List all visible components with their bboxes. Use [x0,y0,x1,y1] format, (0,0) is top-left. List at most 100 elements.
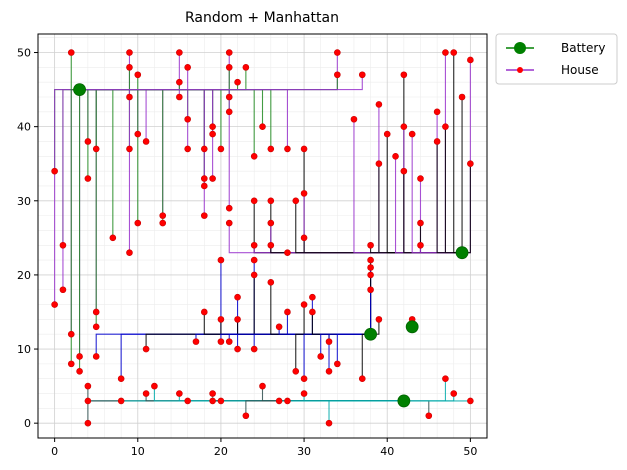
house-point [467,160,474,168]
house-point [176,390,183,397]
house-point [117,397,125,405]
y-tick-label: 0 [24,417,31,430]
house-point [450,49,458,56]
x-tick-label: 30 [297,445,311,458]
cable-route [311,311,371,335]
house-point [234,78,241,86]
house-point [450,390,458,397]
cable-route [120,333,371,379]
house-point [234,293,241,301]
house-point [242,412,250,420]
plot-frame [37,33,488,439]
house-point [225,338,233,345]
house-point [142,390,150,397]
x-tick-label: 0 [51,445,58,458]
cable-route [220,319,371,335]
house-point [309,308,316,316]
cable-route [79,89,89,142]
house-point [275,397,283,405]
battery-point [73,83,86,96]
house-point [184,115,191,123]
house-point [300,190,308,197]
house-point [300,234,308,242]
cable-route [270,200,463,254]
house-point [217,338,225,345]
house-point [267,197,275,205]
legend-battery-label: Battery [561,41,605,55]
cable-route [79,82,239,91]
house-point [209,390,216,397]
house-point [217,397,225,405]
legend: Battery House [495,33,618,85]
house-point [225,49,233,56]
house-point [259,123,266,130]
house-point [325,419,333,427]
house-point [200,175,208,182]
cable-route [311,297,371,335]
house-point [59,241,67,249]
cable-route [403,393,455,402]
house-point [159,219,167,227]
cable-route [462,163,471,254]
house-point [375,160,383,168]
cable-route [328,400,404,424]
house-point [325,338,333,345]
cable-route [212,393,404,402]
house-point [367,264,374,271]
house-point [383,130,391,138]
cable-route [54,89,80,305]
house-point [217,316,225,323]
house-point [59,286,67,294]
x-tick-label: 10 [131,445,145,458]
axes: 0 10 20 30 40 50 0 10 20 30 40 50 [17,47,477,458]
cable-route [336,333,371,364]
house-point [334,49,341,56]
house-point [433,138,441,145]
house-point [209,175,216,182]
house-point [92,323,100,331]
house-point [126,249,133,256]
house-point [217,256,225,264]
house-point [184,145,191,153]
cable-route [303,193,463,254]
house-point [225,64,233,71]
house-point [309,293,316,301]
cable-route [79,67,189,91]
house-point [209,130,216,138]
house-point [267,219,275,227]
cable-route [453,52,463,254]
house-point [300,301,308,308]
house-point [92,308,100,316]
house-point [284,308,291,316]
house-point [176,93,183,101]
house-point [200,182,208,190]
house-point [250,241,258,249]
chart-title: Random + Manhattan [185,10,339,26]
cable-route [253,200,463,254]
house-point [134,130,142,138]
house-point [334,360,341,368]
cable-route [253,333,371,350]
house-point [442,375,449,382]
house-point [458,93,466,101]
house-point [76,353,83,360]
cable-route [270,223,463,254]
connection-lines [54,52,471,424]
cable-route [436,141,463,254]
cable-route [79,89,205,179]
house-point [225,204,233,212]
house-point [292,367,300,375]
house-point [425,412,433,420]
house-point [184,64,191,71]
house-point [84,419,92,427]
cable-route [286,311,371,335]
house-point [442,49,449,56]
house-point [367,286,374,294]
house-point [400,167,408,175]
cable-route [79,89,205,186]
house-point [267,145,275,153]
cable-route [361,333,371,379]
house-point [250,345,258,353]
cable-route [220,260,371,335]
house-point [259,382,266,390]
